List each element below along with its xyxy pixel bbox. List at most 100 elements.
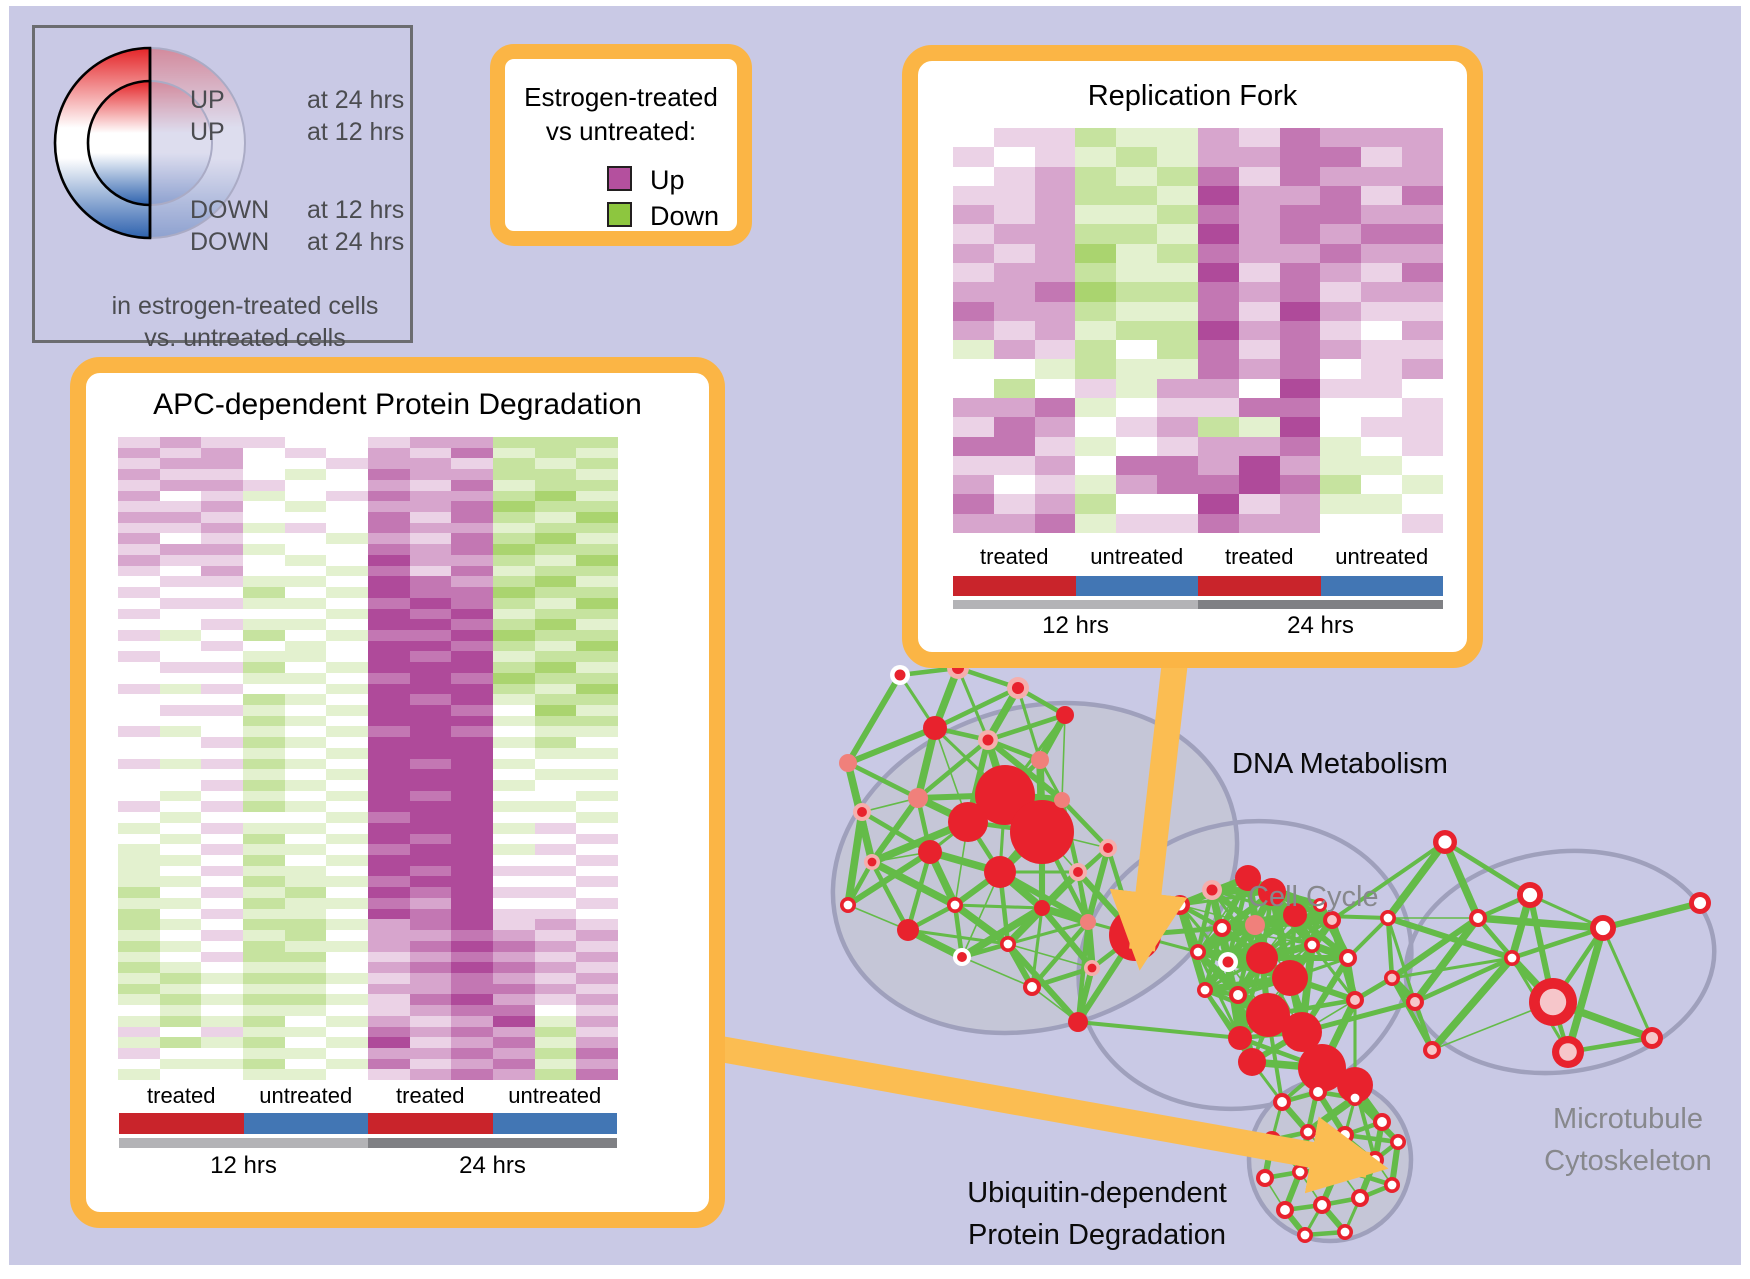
heatmap-row [953, 378, 1443, 398]
legend-down-inner-label: DOWN [190, 196, 270, 224]
panel-pointer-arrows [712, 633, 1389, 1194]
heatmap-row [953, 243, 1443, 263]
rf-treated-12-label: treated [980, 544, 1049, 569]
heatmap-row [118, 758, 619, 770]
heatmap-row [118, 747, 619, 759]
heatmap-row [953, 224, 1443, 244]
heatmap-row [118, 951, 619, 963]
apc-24hr-label: 24 hrs [459, 1152, 526, 1179]
heatmap-row [118, 576, 619, 588]
heatmap-row [953, 494, 1443, 514]
heatmap-row [118, 619, 619, 630]
apc-treated-bar [119, 1113, 244, 1134]
heatmap-row [118, 1037, 619, 1048]
rf-time-bars [953, 600, 1443, 609]
heatmap-row [118, 769, 619, 780]
heatmap-row [953, 262, 1443, 283]
ubiquitin-degradation-label: Ubiquitin-dependent Protein Degradation [967, 1177, 1227, 1251]
heatmap-row [953, 147, 1443, 167]
heatmap-row [118, 919, 619, 931]
heatmap-row [953, 185, 1443, 206]
apc-treated-12-label: treated [147, 1083, 216, 1108]
heatmap-row [118, 994, 619, 1006]
heatmap-row [118, 897, 619, 909]
heatmap-row [118, 876, 619, 888]
legend-up-inner-label: UP [190, 118, 225, 146]
heatmap-row [118, 565, 619, 577]
apc-treated-bar-2 [368, 1113, 493, 1134]
heatmap-row [953, 475, 1443, 495]
legend-24hr-label-2: at 24 hrs [307, 228, 405, 256]
heatmap-row [118, 683, 619, 695]
heatmap-row [118, 801, 619, 813]
rf-untreated-bar [1075, 576, 1198, 596]
heatmap-row [118, 833, 619, 845]
apc-condition-labels: treated untreated treated untreated [119, 1083, 617, 1109]
heatmap-row [953, 436, 1443, 456]
heatmap-row [118, 597, 619, 609]
cell-cycle-label: Cell Cycle [1248, 881, 1379, 913]
rf-time-labels: 12 hrs 24 hrs [953, 612, 1443, 640]
replication-fork-title: Replication Fork [1087, 80, 1298, 112]
dna-metabolism-label: DNA Metabolism [1232, 748, 1448, 780]
apc-condition-bars [119, 1113, 617, 1134]
heatmap-row [118, 522, 619, 534]
heatmap-row [118, 458, 619, 470]
updown-legend-title: Estrogen-treated vs untreated: [524, 82, 718, 146]
heatmap-row [118, 447, 619, 459]
heatmap-row [953, 301, 1443, 321]
updown-gradient-circle-icon [53, 46, 246, 240]
heatmap-row [118, 533, 619, 545]
heatmap-row [118, 1026, 619, 1038]
heatmap-row [118, 780, 619, 791]
rf-condition-bars [953, 576, 1443, 596]
heatmap-row [118, 608, 619, 620]
heatmap-row [118, 694, 619, 705]
heatmap-row [118, 1005, 619, 1016]
heatmap-row [953, 205, 1443, 225]
heatmap-row [953, 166, 1443, 186]
heatmap-row [118, 651, 619, 663]
network-nodes [839, 657, 1711, 1243]
rf-condition-labels: treated untreated treated untreated [953, 544, 1443, 570]
heatmap-row [118, 437, 619, 448]
heatmap-row [953, 417, 1443, 437]
heatmap-row [118, 940, 619, 952]
rf-12hr-bar [953, 600, 1198, 609]
heatmap-row [953, 320, 1443, 341]
heatmap-row [118, 715, 619, 727]
up-color-swatch [607, 166, 632, 191]
legend-up-outer-label: UP [190, 86, 225, 114]
heatmap-row [118, 662, 619, 673]
microtubule-cytoskeleton-label: Microtubule Cytoskeleton [1544, 1103, 1712, 1177]
apc-untreated-bar [243, 1113, 368, 1134]
heatmap-row [953, 397, 1443, 418]
down-label: Down [650, 201, 720, 231]
heatmap-row [118, 908, 619, 920]
heatmap-row [118, 587, 619, 598]
heatmap-row [118, 672, 619, 684]
replication-fork-heatmap [953, 128, 1443, 533]
circle-legend-box: UP at 24 hrs UP at 12 hrs DOWN at 12 hrs… [32, 25, 413, 352]
apc-12hr-label: 12 hrs [210, 1152, 277, 1179]
heatmap-row [118, 704, 619, 716]
heatmap-row [118, 844, 619, 856]
heatmap-row [118, 512, 619, 523]
heatmap-row [118, 1047, 619, 1059]
heatmap-row [118, 1015, 619, 1027]
rf-12hr-label: 12 hrs [1042, 612, 1109, 639]
apc-treated-24-label: treated [396, 1083, 465, 1108]
apc-untreated-12-label: untreated [259, 1083, 353, 1108]
rf-24hr-bar [1198, 600, 1443, 609]
rf-untreated-12-label: untreated [1090, 544, 1184, 569]
heatmap-row [118, 1058, 619, 1070]
heatmap-row [118, 865, 619, 877]
apc-24hr-bar [368, 1138, 617, 1148]
heatmap-row [118, 554, 619, 566]
heatmap-row [118, 855, 619, 866]
heatmap-row [953, 513, 1443, 533]
heatmap-row [118, 1069, 619, 1081]
legend-12hr-label-2: at 12 hrs [307, 196, 405, 224]
